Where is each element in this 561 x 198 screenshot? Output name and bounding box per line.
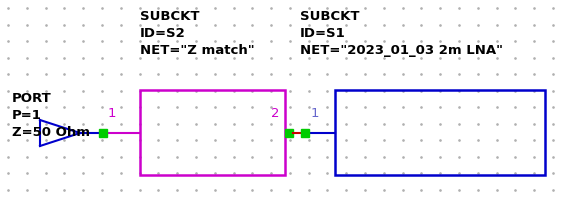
Text: SUBCKT
ID=S1
NET="2023_01_03 2m LNA": SUBCKT ID=S1 NET="2023_01_03 2m LNA" bbox=[300, 10, 503, 57]
Text: 1: 1 bbox=[108, 107, 117, 120]
Bar bbox=[335, 90, 545, 175]
Text: SUBCKT
ID=S2
NET="Z match": SUBCKT ID=S2 NET="Z match" bbox=[140, 10, 255, 57]
Text: 2: 2 bbox=[271, 107, 279, 120]
Bar bbox=[140, 90, 285, 175]
Bar bbox=[301, 129, 309, 137]
Bar bbox=[99, 129, 107, 137]
Text: PORT
P=1
Z=50 Ohm: PORT P=1 Z=50 Ohm bbox=[12, 92, 90, 139]
Text: 1: 1 bbox=[311, 107, 320, 120]
Bar bbox=[285, 129, 293, 137]
